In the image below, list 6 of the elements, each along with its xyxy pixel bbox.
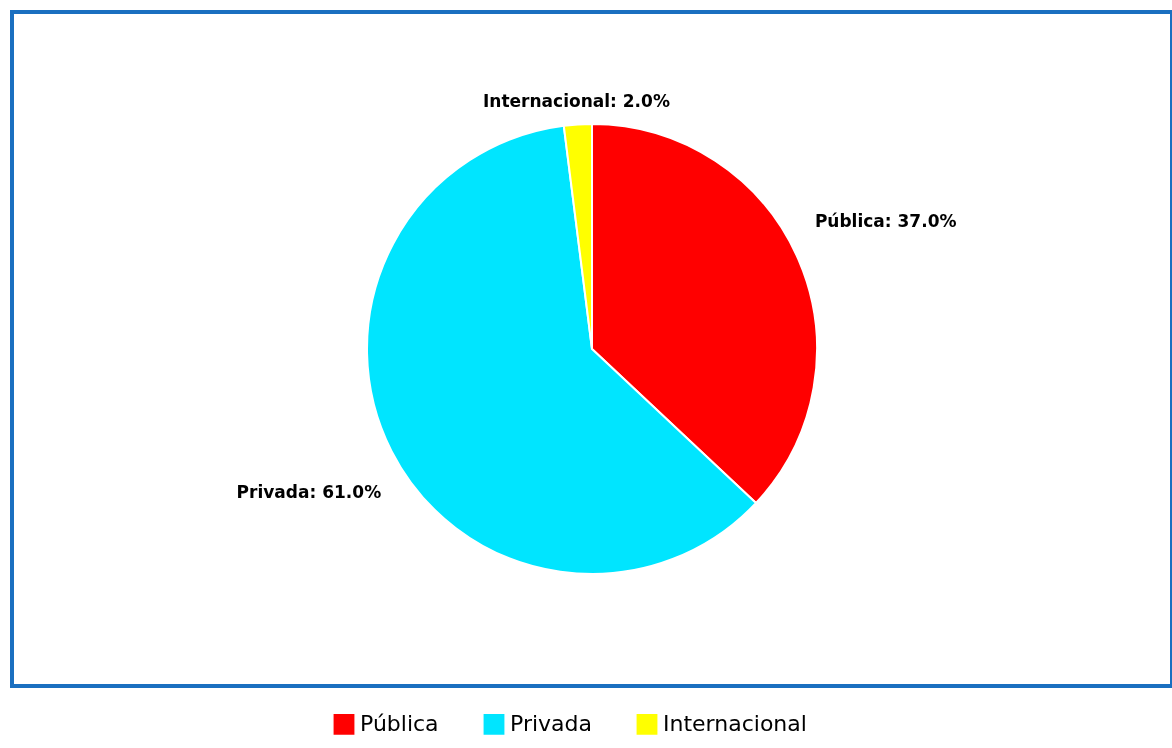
data-label: Privada: 61.0% <box>236 482 382 503</box>
legend-label: Pública <box>360 711 439 737</box>
data-label: Internacional: 2.0% <box>483 91 670 112</box>
legend-label: Internacional <box>663 711 807 737</box>
data-label: Pública: 37.0% <box>814 210 957 231</box>
legend-label: Privada <box>510 711 592 737</box>
